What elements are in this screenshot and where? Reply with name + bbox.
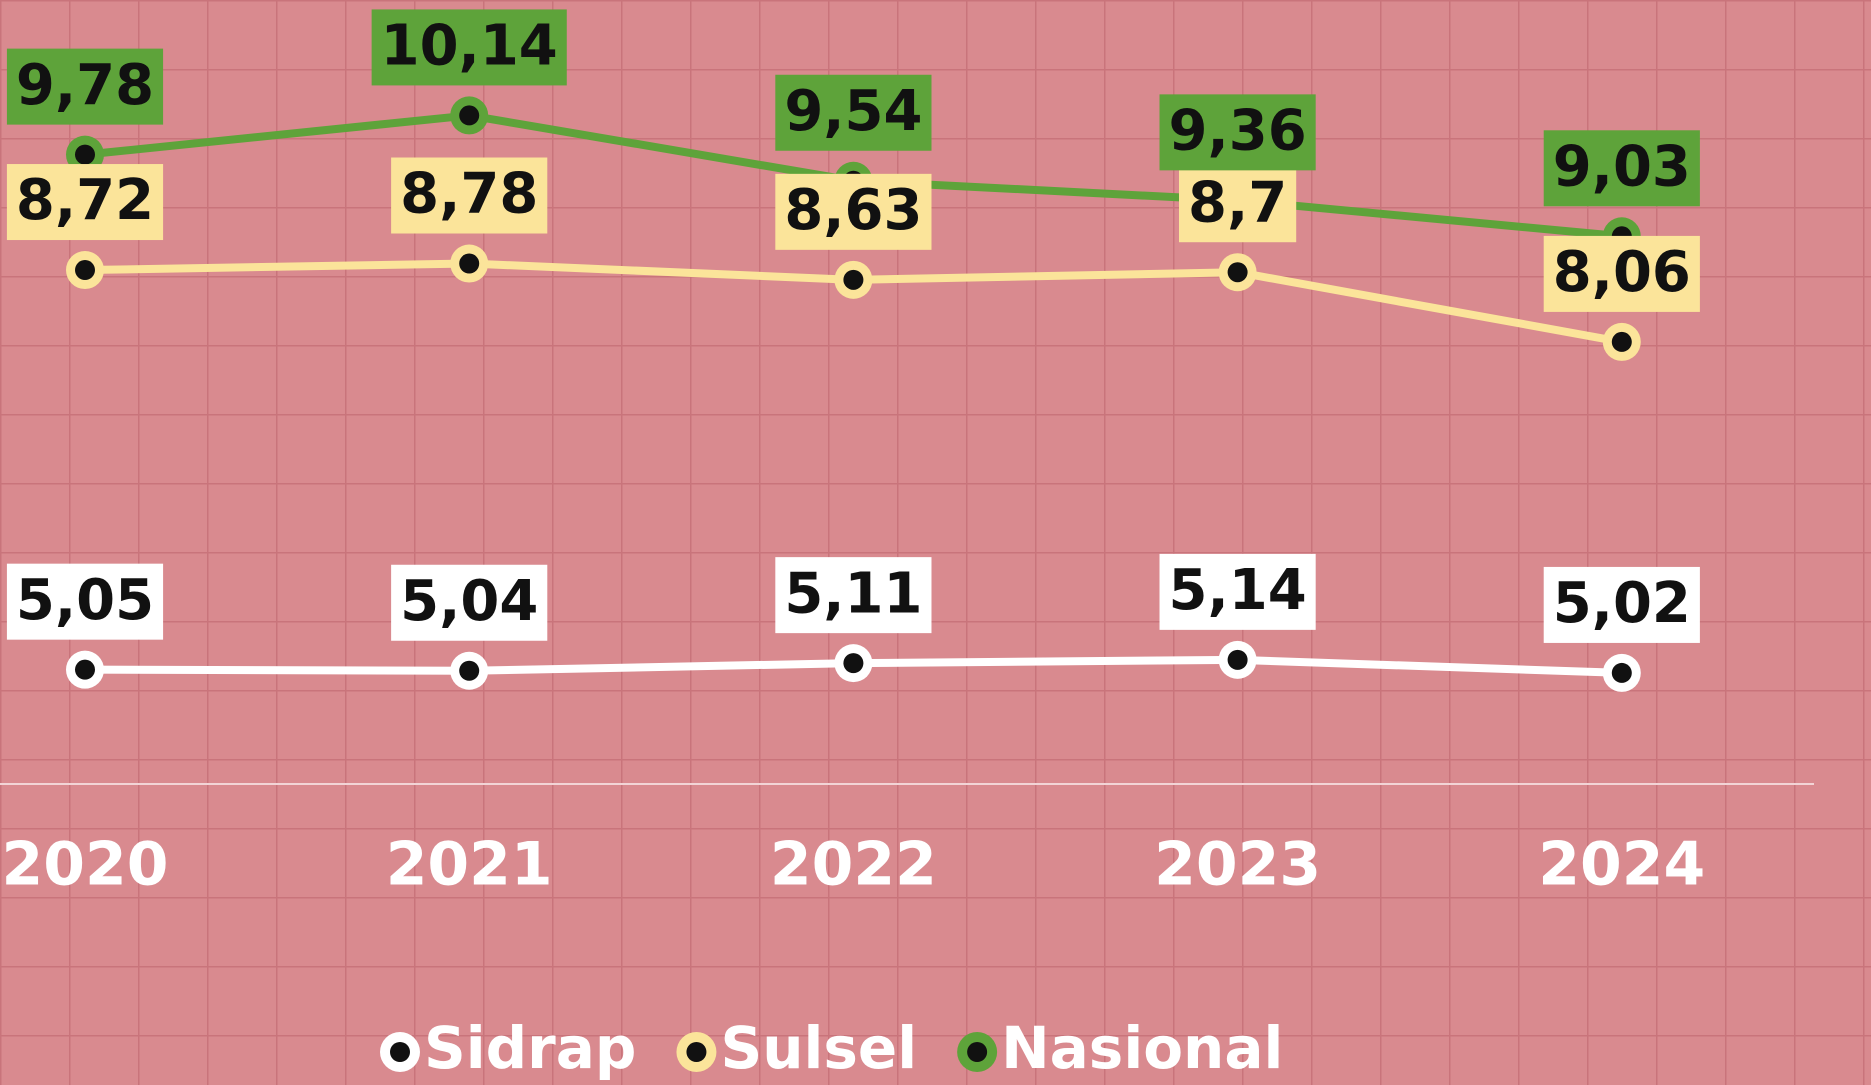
data-label-text: 5,05 (16, 568, 154, 633)
point-dot (1227, 262, 1248, 283)
data-label: 8,7 (1178, 166, 1297, 243)
data-label-text: 5,14 (1169, 558, 1307, 623)
data-label: 5,04 (391, 564, 548, 641)
data-label-box (6, 563, 164, 640)
data-label-text: 8,78 (400, 162, 538, 227)
data-label-text: 5,02 (1553, 571, 1691, 636)
data-label: 8,72 (6, 164, 164, 241)
x-tick-label: 2023 (1154, 830, 1321, 900)
point-dot (459, 253, 480, 274)
data-label: 5,11 (775, 557, 932, 634)
data-label: 9,36 (1159, 94, 1316, 171)
data-label-box (371, 9, 567, 86)
legend-label: Nasional (1001, 1014, 1283, 1082)
legend-label: Sidrap (424, 1014, 636, 1082)
data-label: 8,06 (1543, 235, 1700, 312)
data-label: 9,54 (775, 74, 932, 151)
legend-label: Sulsel (720, 1014, 917, 1082)
data-label-box (391, 157, 548, 234)
data-label-text: 8,06 (1553, 240, 1691, 305)
data-label-box (775, 557, 932, 634)
data-label-box (6, 48, 164, 125)
data-label-text: 9,78 (16, 53, 154, 118)
data-label: 8,63 (775, 173, 932, 250)
data-label-box (775, 173, 932, 250)
data-label-box (775, 74, 932, 151)
point-dot (1611, 331, 1632, 352)
data-label-text: 8,72 (16, 168, 154, 233)
x-tick-label: 2024 (1538, 830, 1705, 900)
point-dot (843, 269, 864, 290)
data-label-box (6, 164, 164, 241)
point-dot (459, 660, 480, 681)
x-tick-label: 2022 (770, 830, 937, 900)
data-label-box (391, 564, 548, 641)
data-label-box (1543, 130, 1700, 207)
legend-dot (967, 1042, 988, 1062)
data-label-box (1159, 94, 1316, 171)
data-label-box (1178, 166, 1297, 243)
legend-dot (686, 1042, 707, 1062)
point-dot (75, 659, 95, 680)
legend-dot (390, 1042, 410, 1062)
x-tick-label: 2020 (2, 830, 169, 900)
point-dot (75, 144, 95, 165)
data-label: 5,14 (1159, 553, 1316, 630)
data-label-box (1543, 235, 1700, 312)
x-tick-label: 2021 (386, 830, 553, 900)
data-label-box (1543, 566, 1700, 643)
data-label: 10,14 (371, 9, 567, 86)
point-dot (1227, 649, 1248, 670)
point-dot (75, 260, 95, 281)
data-label: 9,78 (6, 48, 164, 125)
point-dot (1611, 662, 1632, 683)
point-dot (843, 653, 864, 674)
data-label: 5,05 (6, 563, 164, 640)
data-label-text: 5,04 (400, 569, 538, 634)
data-label-text: 9,36 (1169, 98, 1307, 163)
data-label-text: 9,03 (1553, 134, 1691, 199)
data-label-text: 10,14 (381, 14, 558, 79)
point-dot (459, 105, 480, 126)
data-label-text: 5,11 (784, 561, 922, 626)
data-label: 5,02 (1543, 566, 1700, 643)
data-label-text: 9,54 (784, 79, 922, 144)
data-label: 9,03 (1543, 130, 1700, 207)
data-label: 8,78 (391, 157, 548, 234)
data-label-box (1159, 553, 1316, 630)
data-label-text: 8,7 (1188, 170, 1287, 235)
data-label-text: 8,63 (784, 178, 922, 243)
